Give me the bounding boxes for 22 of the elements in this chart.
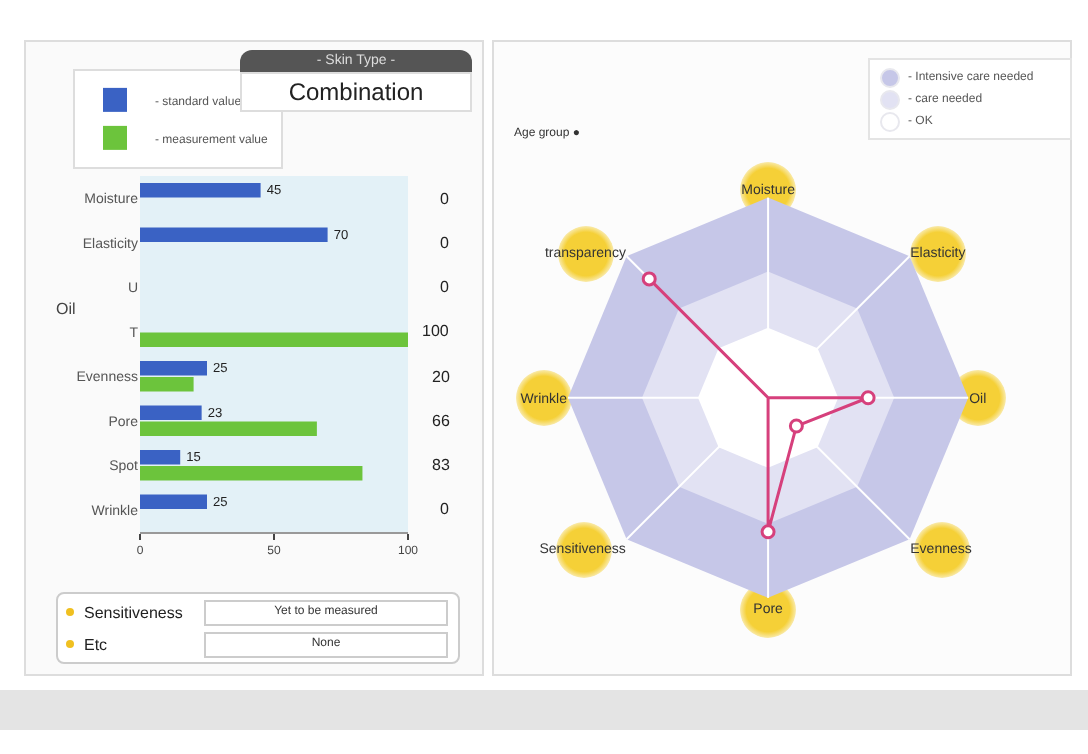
data-label: 83 [432, 456, 451, 474]
data-label: 0 [440, 500, 450, 518]
bar [140, 227, 328, 243]
bar [140, 449, 181, 465]
bar [140, 332, 408, 348]
text: Sensitiveness [84, 603, 185, 621]
text: Etc [84, 635, 110, 653]
text: Oil [56, 300, 76, 318]
bar [140, 405, 202, 421]
data-label: 0 [440, 234, 450, 252]
bar [140, 360, 207, 376]
data-label: 66 [432, 412, 451, 430]
data-label: 100 [422, 322, 450, 340]
data-label: 0 [440, 278, 450, 296]
bar [140, 182, 261, 198]
data-label: 0 [440, 190, 450, 208]
data-label: 20 [432, 368, 451, 386]
bar [140, 465, 363, 481]
bar [140, 494, 207, 510]
text: Combination [240, 72, 472, 112]
bar [140, 421, 317, 437]
bar [140, 376, 194, 392]
